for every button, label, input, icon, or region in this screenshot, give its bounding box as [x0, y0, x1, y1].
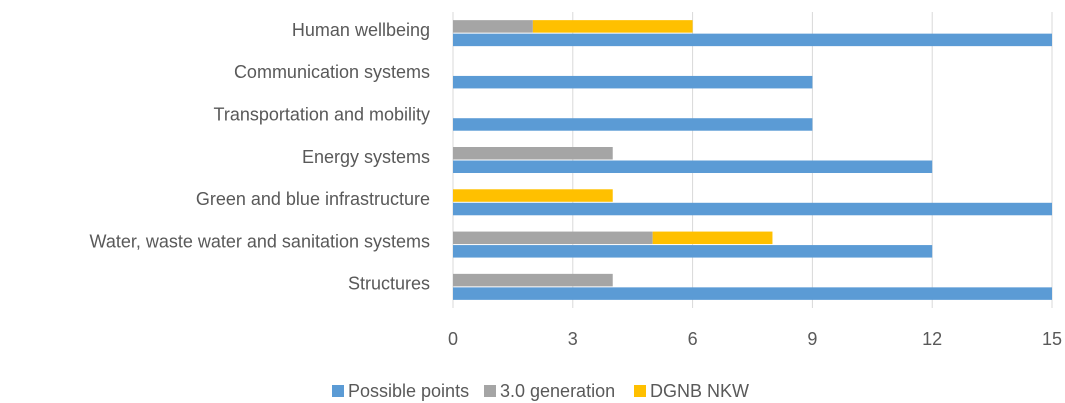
category-label: Human wellbeing — [292, 20, 430, 40]
legend-swatch — [634, 385, 646, 397]
x-tick-label: 0 — [448, 329, 458, 349]
legend-label: 3.0 generation — [500, 381, 615, 401]
x-tick-label: 15 — [1042, 329, 1062, 349]
x-tick-label: 12 — [922, 329, 942, 349]
x-tick-label: 6 — [688, 329, 698, 349]
x-tick-label: 9 — [807, 329, 817, 349]
category-label: Communication systems — [234, 62, 430, 82]
bar — [453, 231, 653, 245]
bar — [453, 202, 1052, 216]
bar — [453, 189, 613, 202]
legend-label: DGNB NKW — [650, 381, 749, 401]
bar — [453, 20, 533, 33]
category-label: Water, waste water and sanitation system… — [90, 231, 430, 251]
legend-swatch — [484, 385, 496, 397]
bar — [453, 245, 933, 258]
bar — [453, 33, 1052, 47]
bar — [453, 118, 813, 131]
category-label: Transportation and mobility — [214, 104, 430, 124]
bar — [453, 160, 933, 173]
bar — [453, 273, 613, 287]
bar — [453, 287, 1052, 300]
category-label: Energy systems — [302, 147, 430, 167]
x-tick-label: 3 — [568, 329, 578, 349]
category-label: Structures — [348, 274, 430, 294]
bar — [532, 20, 693, 33]
category-label: Green and blue infrastructure — [196, 189, 430, 209]
bar — [453, 147, 613, 160]
bar — [652, 231, 773, 245]
bar — [453, 75, 813, 89]
legend-swatch — [332, 385, 344, 397]
legend-label: Possible points — [348, 381, 469, 401]
